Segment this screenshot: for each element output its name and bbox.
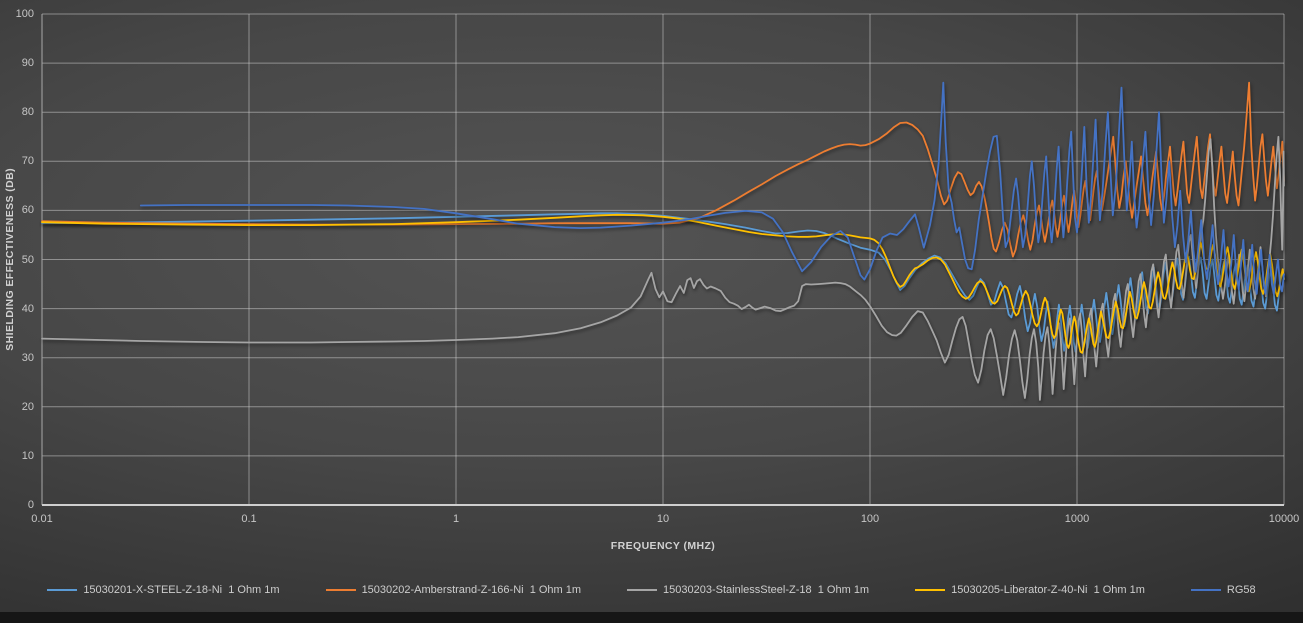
legend-line-swatch: [915, 589, 946, 591]
legend-item-2[interactable]: 15030202-Amberstrand-Z-166-Ni 1 Ohm 1m: [325, 584, 582, 596]
y-tick-label: 60: [21, 204, 34, 217]
x-axis-title-text: FREQUENCY (MHZ): [610, 540, 716, 552]
y-tick-label: 20: [21, 400, 34, 413]
chart-legend: 15030201-X-STEEL-Z-18-Ni 1 Ohm 1m 1503020…: [0, 584, 1303, 596]
x-tick-label: 100: [860, 513, 880, 525]
legend-label: RG58: [1226, 584, 1256, 596]
y-tick-label: 50: [21, 253, 34, 266]
x-tick-label: 10: [656, 513, 670, 525]
y-tick-label: 0: [27, 499, 34, 511]
legend-line-swatch: [325, 589, 356, 591]
y-tick-label: 80: [21, 106, 34, 119]
y-tick-label: 70: [21, 155, 34, 168]
x-tick-label: 0.1: [241, 513, 257, 525]
y-tick-label: 40: [21, 302, 34, 315]
legend-label: 15030205-Liberator-Z-40-Ni 1 Ohm 1m: [951, 584, 1145, 596]
y-axis-title: SHIELDING EFFECTIVENESS (DB): [0, 14, 20, 505]
y-tick-label: 30: [21, 351, 34, 364]
legend-label: 15030201-X-STEEL-Z-18-Ni 1 Ohm 1m: [83, 584, 280, 596]
series-line-2: [41, 81, 1285, 258]
bottom-bar: [0, 612, 1303, 623]
x-axis-title: FREQUENCY (MHZ): [42, 540, 1284, 552]
legend-item-1[interactable]: 15030201-X-STEEL-Z-18-Ni 1 Ohm 1m: [47, 584, 280, 596]
series-line-3: [41, 135, 1285, 401]
x-tick-label: 0.01: [31, 513, 53, 525]
legend-line-swatch: [47, 589, 78, 591]
legend-label: 15030203-StainlessSteel-Z-18 1 Ohm 1m: [663, 584, 870, 596]
legend-line-swatch: [627, 589, 658, 591]
legend-item-5[interactable]: RG58: [1190, 584, 1256, 596]
legend-line-swatch: [1190, 589, 1221, 591]
legend-item-4[interactable]: 15030205-Liberator-Z-40-Ni 1 Ohm 1m: [915, 584, 1145, 596]
x-tick-label: 1: [452, 513, 460, 525]
y-tick-label: 100: [15, 8, 34, 20]
x-tick-label: 1000: [1064, 513, 1090, 525]
legend-item-3[interactable]: 15030203-StainlessSteel-Z-18 1 Ohm 1m: [627, 584, 869, 596]
y-tick-label: 10: [21, 449, 34, 462]
x-tick-label: 10000: [1268, 513, 1300, 525]
legend-label: 15030202-Amberstrand-Z-166-Ni 1 Ohm 1m: [361, 584, 582, 596]
y-tick-label: 90: [21, 57, 34, 70]
series-line-5: [139, 81, 1285, 295]
y-axis-title-text: SHIELDING EFFECTIVENESS (DB): [4, 168, 16, 351]
